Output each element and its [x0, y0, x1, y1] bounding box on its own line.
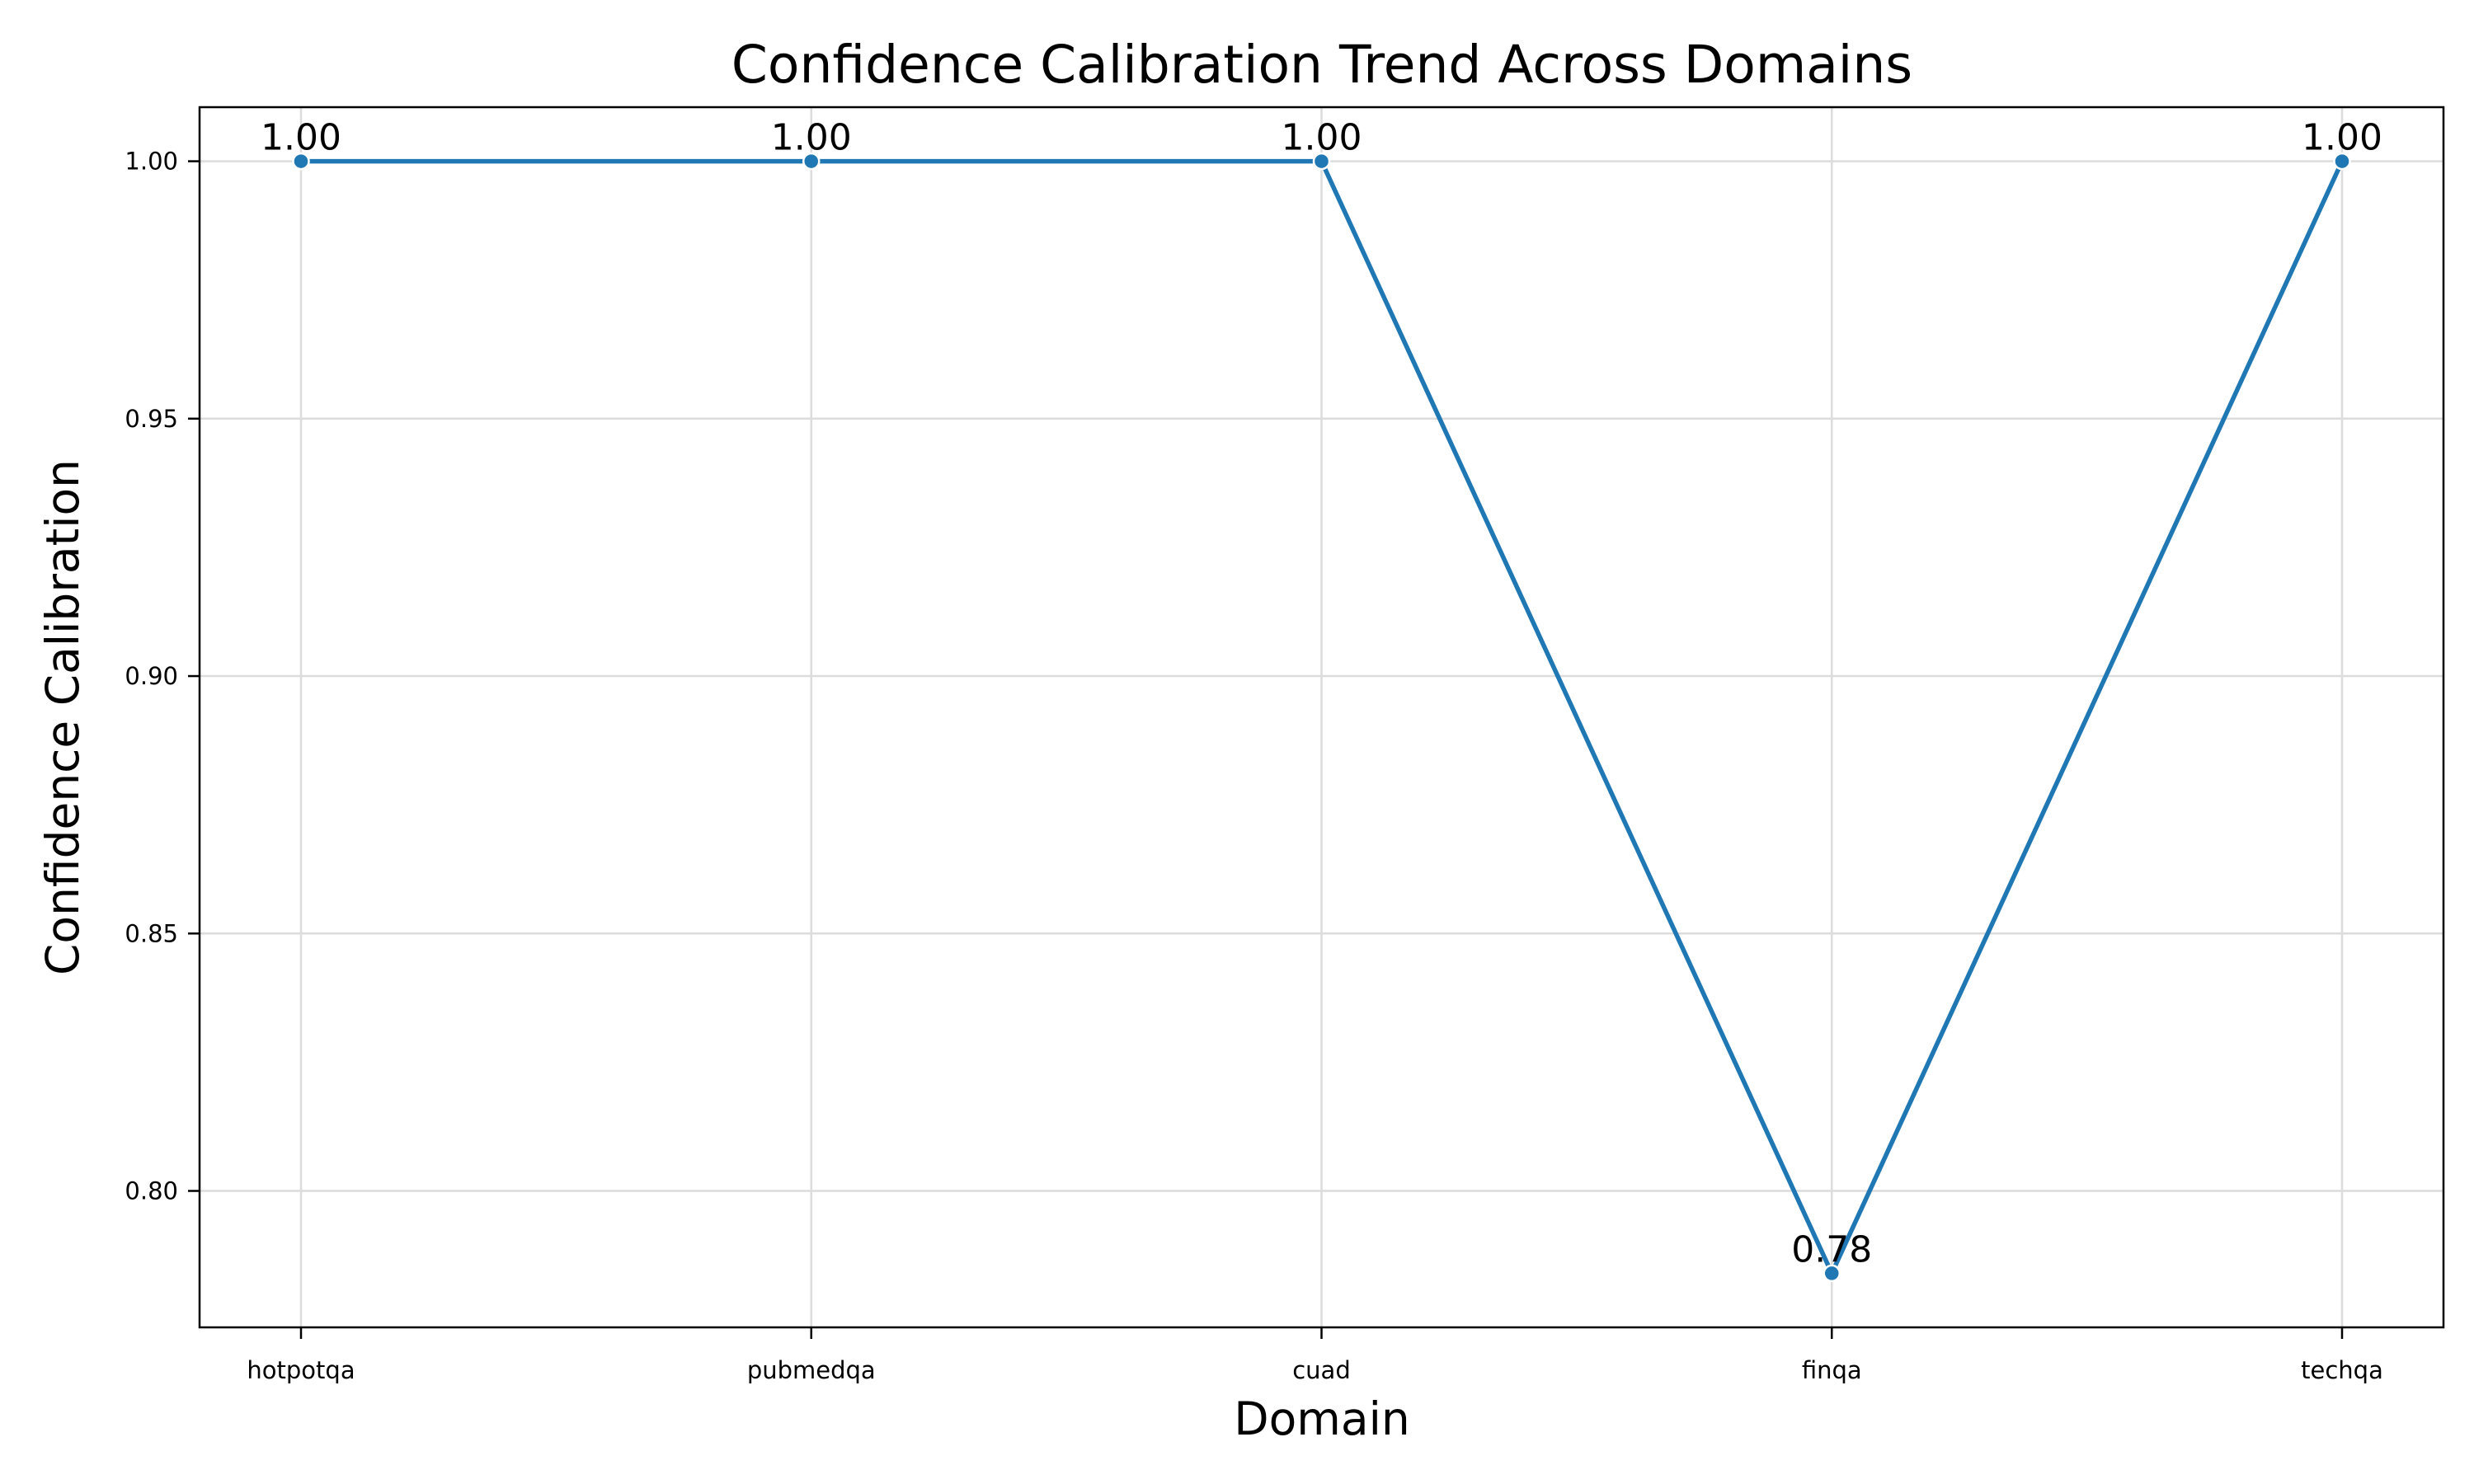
series-layer: [292, 152, 2351, 1283]
y-tick-label: 0.95: [125, 405, 178, 433]
y-tick-label: 0.85: [125, 919, 178, 947]
data-point: [1312, 152, 1331, 171]
axes: hotpotqa pubmedqa cuad finqa techqa 0.80 0.85 0…: [125, 106, 2445, 1384]
y-tick-label: 0.80: [125, 1177, 178, 1205]
chart-title: Confidence Calibration Trend Across Doma…: [731, 35, 1912, 95]
data-point: [292, 152, 310, 171]
x-tick-label: finqa: [1802, 1356, 1862, 1384]
grid: [200, 107, 2443, 1327]
data-labels: 1.00 1.00 1.00 0.78 1.00: [261, 117, 2382, 1271]
x-tick-label: hotpotqa: [247, 1356, 355, 1384]
x-tick-label: techqa: [2301, 1356, 2383, 1384]
data-label: 1.00: [2302, 117, 2382, 159]
x-tick-label: pubmedqa: [747, 1356, 876, 1384]
data-label: 1.00: [1282, 117, 1362, 159]
y-tick-label: 1.00: [125, 148, 178, 176]
data-point: [2333, 152, 2351, 171]
data-point: [1823, 1264, 1841, 1283]
y-tick-label: 0.90: [125, 662, 178, 690]
data-label: 1.00: [771, 117, 852, 159]
x-axis-title: Domain: [1234, 1392, 1409, 1445]
data-label: 0.78: [1791, 1228, 1872, 1270]
x-tick-label: cuad: [1292, 1356, 1351, 1384]
data-label: 1.00: [261, 117, 341, 159]
y-axis-title: Confidence Calibration: [36, 459, 89, 975]
data-point: [802, 152, 821, 171]
